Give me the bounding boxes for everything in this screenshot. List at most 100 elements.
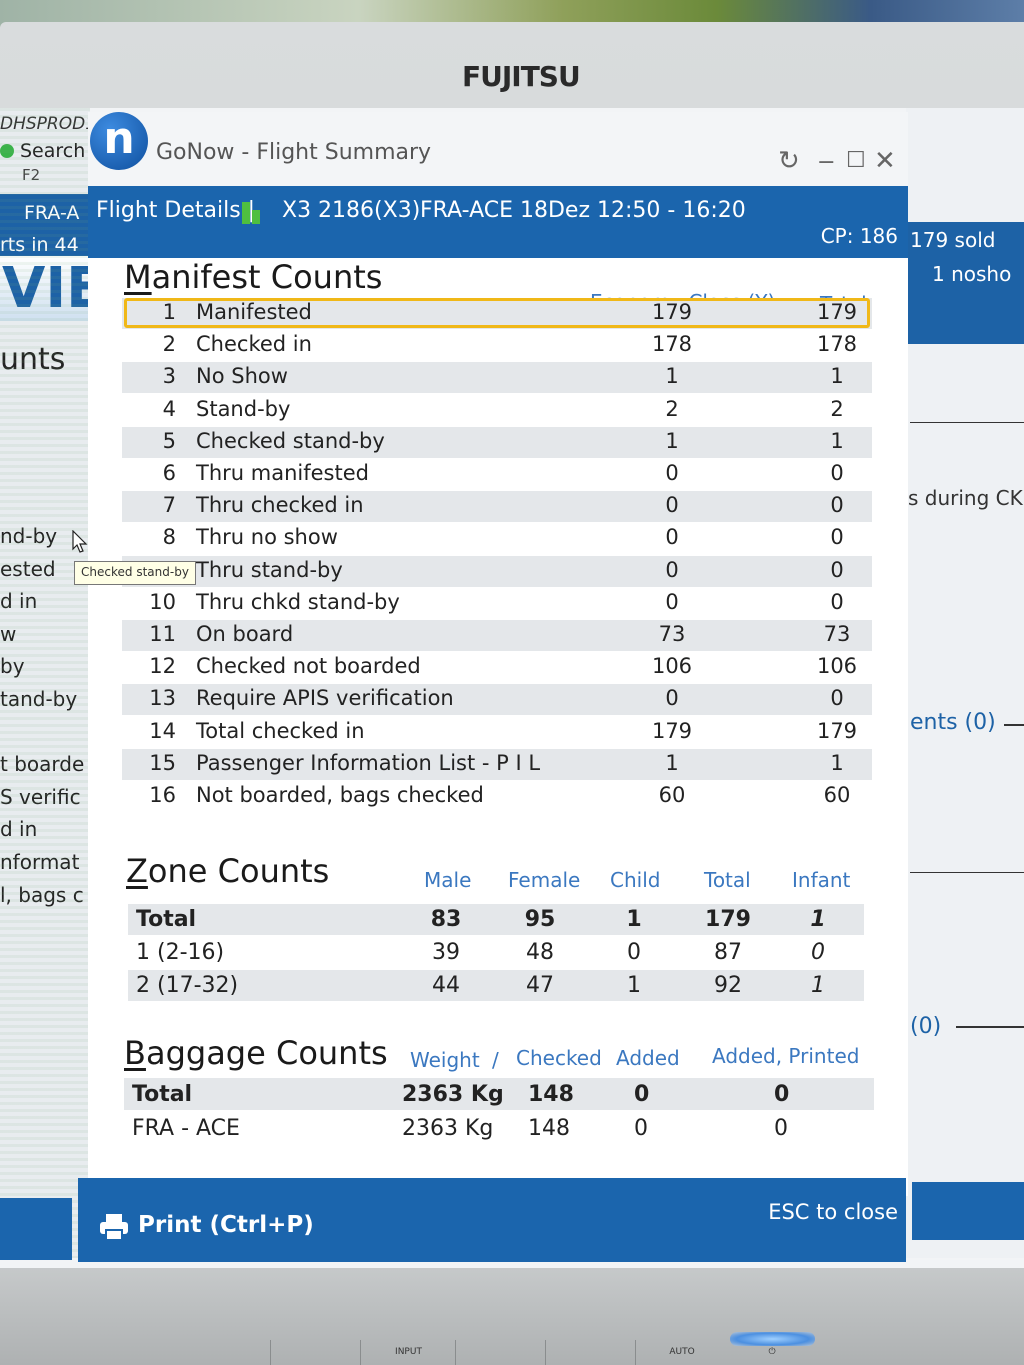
cell-num: 15 <box>149 750 176 775</box>
table-row: Total 83 95 1 179 1 <box>128 904 864 935</box>
right-comments-link[interactable]: ents (0) <box>910 710 996 735</box>
bezel-button[interactable] <box>545 1340 636 1365</box>
bezel-button[interactable] <box>455 1340 546 1365</box>
cell-num: 1 <box>162 300 176 324</box>
manifest-counts-title: Manifest Counts <box>124 258 383 296</box>
monitor-brand-logo: FUJITSU <box>462 60 581 93</box>
table-row[interactable]: 10 Thru chkd stand-by 0 0 <box>122 588 872 619</box>
table-row[interactable]: 5 Checked stand-by 1 1 <box>122 426 872 458</box>
cell-num: 4 <box>162 396 176 421</box>
table-row[interactable]: 13 Require APIS verification 0 0 <box>122 684 872 716</box>
table-row[interactable]: 7 Thru checked in 0 0 <box>122 491 872 523</box>
cell-num: 13 <box>149 686 176 711</box>
cell-y: 73 <box>658 622 686 646</box>
table-row: FRA - ACE 2363 Kg 148 0 0 <box>124 1112 874 1144</box>
cell-label: 2 (17-32) <box>136 973 239 998</box>
left-list: nd-by ested d in w by tand-by t boarde S… <box>0 520 90 911</box>
cell-label: Checked not boarded <box>196 654 421 679</box>
cell-label: Thru stand-by <box>196 557 343 582</box>
print-button[interactable]: Print (Ctrl+P) <box>138 1212 314 1238</box>
flight-time: 18Dez 12:50 - 16:20 <box>520 198 746 223</box>
power-icon[interactable]: ⏻ <box>768 1347 776 1357</box>
cell-total: 1 <box>830 364 844 389</box>
col-checked: Checked <box>516 1046 602 1070</box>
close-icon[interactable]: ✕ <box>874 146 896 176</box>
tooltip: Checked stand-by <box>74 561 196 585</box>
table-row: 2 (17-32) 44 47 1 92 1 <box>128 970 864 1001</box>
bezel-button[interactable] <box>270 1340 361 1365</box>
right-zero-link[interactable]: (0) <box>910 1014 942 1039</box>
cell-label: Thru no show <box>196 525 338 550</box>
cell-total: 0 <box>830 557 844 582</box>
cell-infant: 1 <box>811 973 825 998</box>
list-item: d in <box>0 589 38 614</box>
col-added: Added <box>616 1046 680 1070</box>
cell-total: 0 <box>830 461 844 485</box>
divider <box>910 872 1024 873</box>
cell-total: 87 <box>714 940 742 965</box>
col-added-printed: Added, Printed <box>712 1044 860 1068</box>
cell-checked: 148 <box>528 1116 570 1141</box>
passenger-icon <box>242 202 260 224</box>
cell-total: 2 <box>830 396 844 421</box>
cell-num: 8 <box>162 525 176 550</box>
col-infant: Infant <box>792 868 851 892</box>
col-zone-total: Total <box>704 868 751 892</box>
right-footer-bar <box>912 1182 1024 1240</box>
cell-y: 1 <box>665 750 679 775</box>
cell-label: 1 (2-16) <box>136 940 225 965</box>
cell-label: Thru checked in <box>196 493 364 518</box>
gonow-logo-icon: n <box>90 112 148 170</box>
table-row[interactable]: 15 Passenger Information List - P I L 1 1 <box>122 748 872 780</box>
cell-y: 60 <box>658 783 686 807</box>
table-row[interactable]: 8 Thru no show 0 0 <box>122 523 872 554</box>
table-row[interactable]: 16 Not boarded, bags checked 60 60 <box>122 781 872 812</box>
cell-y: 0 <box>665 557 679 582</box>
table-row[interactable]: 14 Total checked in 179 179 <box>122 717 872 748</box>
baggage-counts-title: Baggage Counts <box>124 1034 388 1072</box>
cell-label: Total checked in <box>196 718 365 743</box>
flight-details-header: Flight Details | X3 2186(X3) FRA-ACE 18D… <box>88 186 908 258</box>
table-row: 1 (2-16) 39 48 0 87 0 <box>128 937 864 968</box>
flight-number: X3 2186(X3) <box>282 198 421 223</box>
left-search-button[interactable]: Search <box>0 140 85 162</box>
list-item: tand-by <box>0 686 78 711</box>
cell-total: 92 <box>714 973 742 998</box>
table-row[interactable]: 11 On board 73 73 <box>122 620 872 651</box>
maximize-icon[interactable]: ☐ <box>846 148 866 173</box>
cell-weight: 2363 Kg <box>402 1116 494 1141</box>
col-male: Male <box>424 868 472 892</box>
list-item: ested <box>0 556 56 581</box>
cell-label: On board <box>196 622 294 646</box>
left-counts-title: unts <box>0 342 66 377</box>
table-row[interactable]: 2 Checked in 178 178 <box>122 330 872 361</box>
bezel-input-button[interactable]: INPUT <box>360 1340 456 1365</box>
monitor-bottom-bezel <box>0 1268 1024 1365</box>
cell-total: 178 <box>816 332 858 357</box>
list-item: d in <box>0 817 38 842</box>
printer-icon[interactable] <box>98 1212 130 1242</box>
cell-y: 106 <box>651 654 693 679</box>
background-app-right: 179 sold 1 nosho s during CKI ents (0) (… <box>906 108 1024 1258</box>
esc-close-button[interactable]: ESC to close <box>768 1200 898 1224</box>
cell-y: 0 <box>665 525 679 550</box>
col-female: Female <box>508 868 581 892</box>
bezel-auto-button[interactable]: AUTO <box>635 1340 728 1365</box>
table-row[interactable]: 6 Thru manifested 0 0 <box>122 459 872 490</box>
cell-female: 47 <box>526 973 554 998</box>
cell-total: 73 <box>823 622 851 646</box>
table-row[interactable]: 1 Manifested 179 179 <box>122 298 872 329</box>
table-row[interactable]: 12 Checked not boarded 106 106 <box>122 652 872 683</box>
cell-total: 0 <box>830 525 844 550</box>
refresh-icon[interactable]: ↻ <box>778 146 800 176</box>
cell-label: Passenger Information List - P I L <box>196 750 541 775</box>
right-header-bar: 179 sold 1 nosho <box>906 222 1024 344</box>
minimize-icon[interactable]: ‒ <box>818 146 835 176</box>
table-row[interactable]: 3 No Show 1 1 <box>122 362 872 394</box>
cell-infant: 1 <box>810 907 826 932</box>
cell-label: Manifested <box>196 300 312 324</box>
left-header-bar: FRA-A rts in 44 <box>0 194 90 264</box>
table-row[interactable]: 4 Stand-by 2 2 <box>122 395 872 426</box>
right-during-label: s during CKI <box>908 486 1024 510</box>
